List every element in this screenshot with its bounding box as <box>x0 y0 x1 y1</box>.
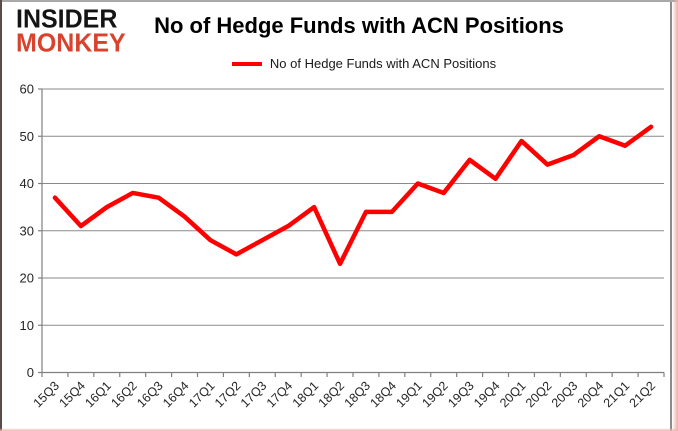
y-axis-label-30: 30 <box>20 223 34 238</box>
red-glow-right <box>672 0 678 431</box>
legend-line-swatch <box>231 61 262 66</box>
x-axis-label-18Q3: 18Q3 <box>342 379 374 411</box>
x-axis-label-17Q4: 17Q4 <box>264 379 296 411</box>
x-axis-label-20Q3: 20Q3 <box>549 379 581 411</box>
y-axis-label-40: 40 <box>20 176 34 191</box>
x-axis-label-20Q1: 20Q1 <box>497 379 529 411</box>
x-axis-label-21Q1: 21Q1 <box>601 379 633 411</box>
x-axis-label-19Q3: 19Q3 <box>445 379 477 411</box>
red-glow-bottom <box>0 428 678 431</box>
logo-line-monkey: MONKEY <box>16 28 126 58</box>
page-border-left <box>0 0 2 431</box>
x-axis-label-19Q4: 19Q4 <box>471 379 503 411</box>
x-axis-label-15Q3: 15Q3 <box>31 379 63 411</box>
page-border-top <box>0 0 678 2</box>
x-axis-label-15Q4: 15Q4 <box>56 379 88 411</box>
y-axis-label-10: 10 <box>20 318 34 333</box>
x-axis-label-19Q2: 19Q2 <box>419 379 451 411</box>
x-axis-label-17Q1: 17Q1 <box>186 379 218 411</box>
x-axis-label-17Q2: 17Q2 <box>212 379 244 411</box>
legend-label: No of Hedge Funds with ACN Positions <box>269 56 497 71</box>
x-axis-label-19Q1: 19Q1 <box>393 379 425 411</box>
x-axis-label-16Q2: 16Q2 <box>108 379 140 411</box>
insider-monkey-logo: INSIDER MONKEY <box>16 4 126 58</box>
legend: No of Hedge Funds with ACN Positions <box>0 56 678 71</box>
x-axis-label-18Q1: 18Q1 <box>290 379 322 411</box>
x-axis-label-16Q4: 16Q4 <box>160 379 192 411</box>
x-axis-label-16Q1: 16Q1 <box>82 379 114 411</box>
x-axis-label-18Q4: 18Q4 <box>367 379 399 411</box>
y-axis-label-20: 20 <box>20 271 34 286</box>
x-axis-label-17Q3: 17Q3 <box>238 379 270 411</box>
logo-line-insider: INSIDER <box>16 4 118 34</box>
chart-frame-right <box>670 2 672 431</box>
x-axis-label-18Q2: 18Q2 <box>316 379 348 411</box>
chart-title: No of Hedge Funds with ACN Positions <box>154 13 564 38</box>
y-axis-label-50: 50 <box>20 129 34 144</box>
y-axis-label-0: 0 <box>27 365 34 380</box>
x-axis-label-21Q2: 21Q2 <box>627 379 659 411</box>
x-axis-label-16Q3: 16Q3 <box>134 379 166 411</box>
x-axis-label-20Q4: 20Q4 <box>575 379 607 411</box>
series-line-no-of-hedge-funds-with-acn-positions <box>52 124 654 267</box>
x-axis-label-20Q2: 20Q2 <box>523 379 555 411</box>
y-axis-label-60: 60 <box>20 82 34 97</box>
